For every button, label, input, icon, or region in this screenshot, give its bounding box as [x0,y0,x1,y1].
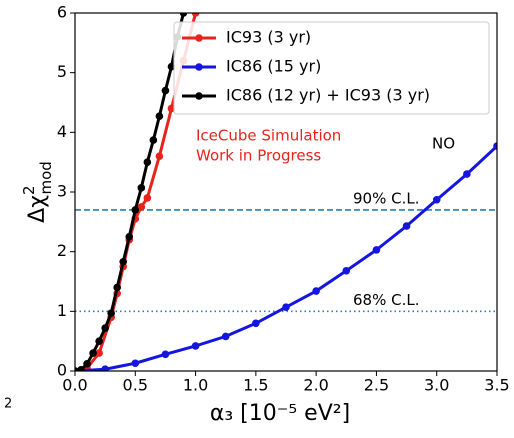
annotation: Work in Progress [196,147,321,165]
data-point [161,86,170,95]
data-point [312,287,320,295]
x-tick-label: 1.5 [243,376,268,395]
y-axis-label: Δχ2mod [20,161,55,223]
y-tick-label: 6 [57,3,67,22]
data-point [119,258,128,266]
x-tick-label: 2.5 [364,376,389,395]
data-point [83,360,91,368]
data-point [191,13,200,17]
data-point [179,13,188,17]
series-line [75,13,185,371]
stray-label: 2 [4,397,12,412]
legend-box [173,21,490,115]
data-point [252,319,260,328]
data-point [149,136,158,144]
data-point [463,170,471,178]
legend-marker [195,63,203,71]
y-tick-label: 0 [57,361,67,380]
y-tick-label: 3 [57,182,67,201]
data-point [101,324,109,332]
data-point [167,104,176,113]
legend-marker [195,92,203,100]
annotation: IceCube Simulation [196,127,341,145]
y-tick-label: 4 [57,122,67,141]
reference-label: 90% C.L. [353,189,419,207]
data-point [191,342,200,350]
data-point [113,283,121,292]
x-tick-label: 1.0 [183,376,208,395]
plot-frame [74,12,498,372]
data-point [95,337,103,345]
data-point [402,222,411,230]
data-point [342,266,351,275]
data-point [131,206,140,214]
data-point [101,365,109,371]
data-point [137,203,146,211]
annotation: NO [432,135,455,153]
y-tick-label: 1 [57,301,67,320]
y-tick-label: 5 [57,62,67,81]
x-axis-label: α₃ [10⁻⁵ eV²] [210,401,350,426]
reference-label: 68% C.L. [353,291,419,309]
x-tick-label: 0.5 [123,376,148,395]
data-point [131,359,140,368]
data-point [167,62,176,71]
data-point [161,350,170,359]
data-point [432,195,441,204]
data-point [221,332,230,341]
x-tick-label: 0.0 [62,376,87,395]
y-label-sup: 2 [20,186,38,196]
x-tick-label: 2.0 [303,376,328,395]
x-tick-label: 3.5 [484,376,509,395]
data-point [155,112,164,121]
data-point [137,184,146,192]
data-point [95,349,103,357]
legend-label: IC93 (3 yr) [226,28,311,47]
data-point [282,303,290,311]
legend-label: IC86 (12 yr) + IC93 (3 yr) [226,86,430,105]
data-point [155,152,164,160]
data-point [143,194,152,202]
data-point [125,232,134,241]
data-point [143,158,152,166]
y-label-sub: mod [37,161,55,194]
data-point [107,309,115,317]
y-label-base: Δχ [25,195,50,223]
series-line [75,144,497,371]
legend-marker [195,34,203,42]
x-tick-label: 3.0 [424,376,449,395]
data-point [77,366,85,371]
data-point [372,246,381,254]
data-point [493,142,497,150]
data-point [89,349,97,357]
y-tick-label: 2 [57,241,67,260]
legend-label: IC86 (15 yr) [226,57,321,76]
